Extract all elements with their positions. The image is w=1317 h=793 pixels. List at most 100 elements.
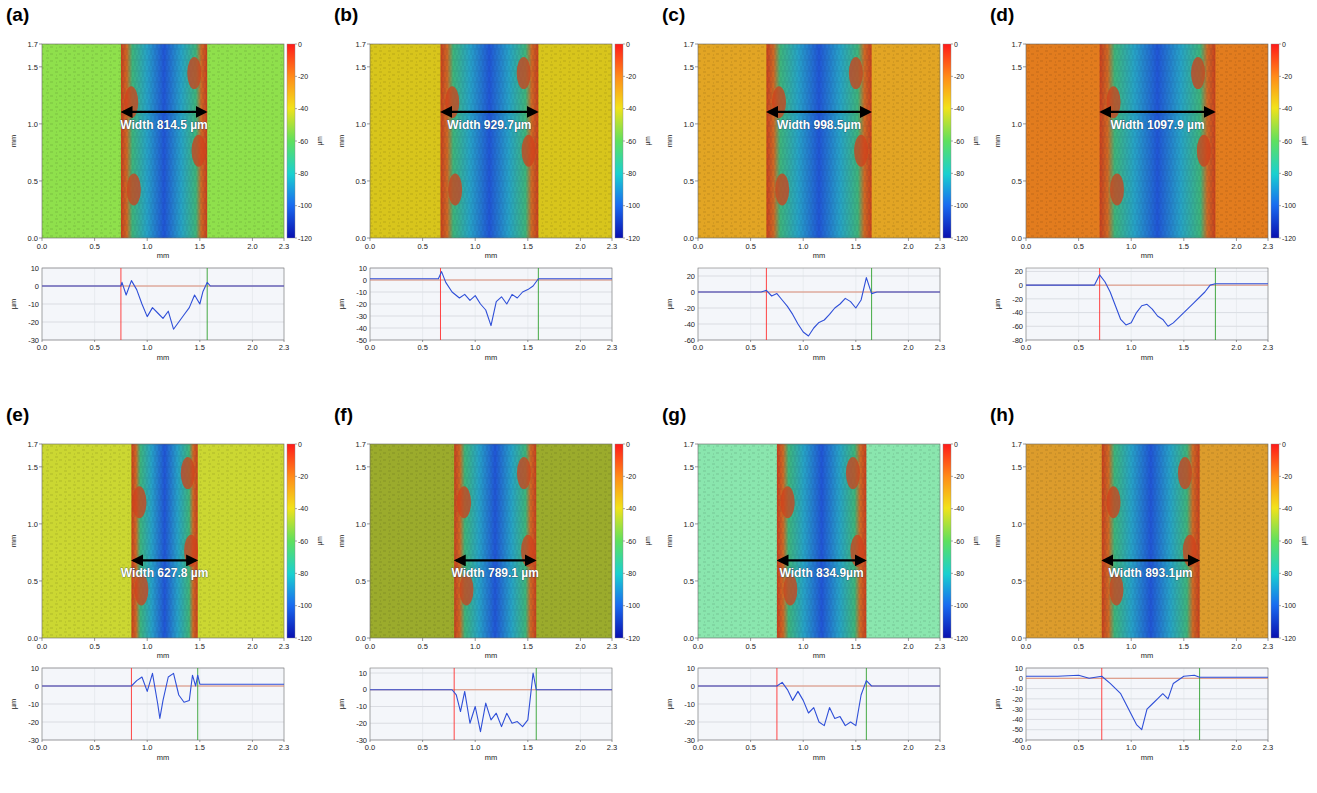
height-map [1026,44,1268,238]
map-frame [698,444,940,638]
axis-title: µm [337,299,346,310]
map-frame [370,444,612,638]
tick-label: 1.0 [798,642,808,651]
tick [855,638,856,641]
tick-label: 0.0 [28,234,38,243]
tick [252,638,253,641]
tick [252,238,253,241]
tick-label: 0.5 [417,343,427,352]
tick-label: 2.0 [575,642,585,651]
tick-label: 0 [691,682,695,691]
pileup-spot [781,486,795,518]
tick-label: 0.5 [1012,577,1022,586]
tick-label: 2.3 [607,642,617,651]
tick [422,238,423,241]
tick-label: -10 [1012,684,1023,693]
tick [367,123,370,124]
pileup-spot [775,174,789,206]
tick [855,238,856,241]
tick [1183,340,1184,342]
tick [750,238,751,241]
tick [1078,340,1079,342]
colorbar-tick-label: -80 [954,170,964,177]
tick [1279,541,1281,542]
pileup-spot [849,57,863,89]
tick-label: 1.5 [195,343,205,352]
tick-label: 1.5 [1179,343,1189,352]
grid-line [252,668,253,740]
width-arrow [123,111,205,113]
tick [1078,238,1079,241]
colorbar-tick-label: -60 [1282,138,1292,145]
grid-line [370,706,612,707]
tick [295,638,297,639]
tick [855,340,856,342]
profile-marks [698,268,940,340]
tick-label: 1.5 [684,463,694,472]
pileup-spot [124,86,138,118]
pileup-spot [187,57,201,89]
plot-area [1026,268,1268,340]
grid-line [698,324,940,325]
cursor-right [866,668,867,740]
tick-label: 0.0 [1021,743,1031,752]
tick [295,205,297,206]
profile-marks [698,668,940,740]
tick-label: 0.5 [745,343,755,352]
track-texture [121,44,207,238]
pileup-spot [522,135,536,167]
panel-label: (f) [334,404,353,425]
tick-label: 2.3 [1263,743,1273,752]
tick [1026,740,1027,742]
tick [1023,444,1026,445]
tick-label: 20 [1015,267,1023,276]
tick-label: 0.5 [356,177,366,186]
tick [1279,605,1281,606]
tick [623,476,625,477]
tick [695,444,698,445]
tick [295,444,297,445]
axis-title: mm [813,753,826,762]
tick [951,508,953,509]
colorbar-tick-label: -60 [298,138,308,145]
cursor-left [440,268,441,340]
tick [284,638,285,641]
width-arrow [442,111,536,113]
tick [367,580,370,581]
tick [199,740,200,742]
grid-line [199,668,200,740]
colorbar-tick-label: -120 [626,635,640,642]
surface-texture [42,444,284,638]
tick [39,638,42,639]
tick-label: 1.0 [1126,343,1136,352]
tick-label: 0.5 [417,242,427,251]
tick [367,523,370,524]
tick-label: -20 [356,719,367,728]
grid-line [698,704,940,705]
colorbar-tick-label: -20 [626,473,636,480]
tick [1279,444,1281,445]
tick-label: -10 [356,702,367,711]
surface-texture [42,44,284,238]
grid-line [803,668,804,740]
panel-label: (c) [662,4,685,25]
tick [623,205,625,206]
profile-line [370,673,612,732]
tick [698,238,699,241]
tick [422,340,423,342]
pileup-spot [517,57,531,89]
tick-label: 20 [687,272,695,281]
tick [42,740,43,742]
tick [42,340,43,342]
grid-line [1078,268,1079,340]
colorbar-tick-label: -40 [626,505,636,512]
tick [295,238,297,239]
tick-label: 10 [1015,664,1023,673]
pileup-spot [127,174,141,206]
tick [42,238,43,241]
tick-label: 1.5 [851,642,861,651]
tick [1279,205,1281,206]
tick-label: 1.0 [1126,242,1136,251]
colorbar [1271,444,1279,638]
tick-label: -40 [1012,715,1023,724]
